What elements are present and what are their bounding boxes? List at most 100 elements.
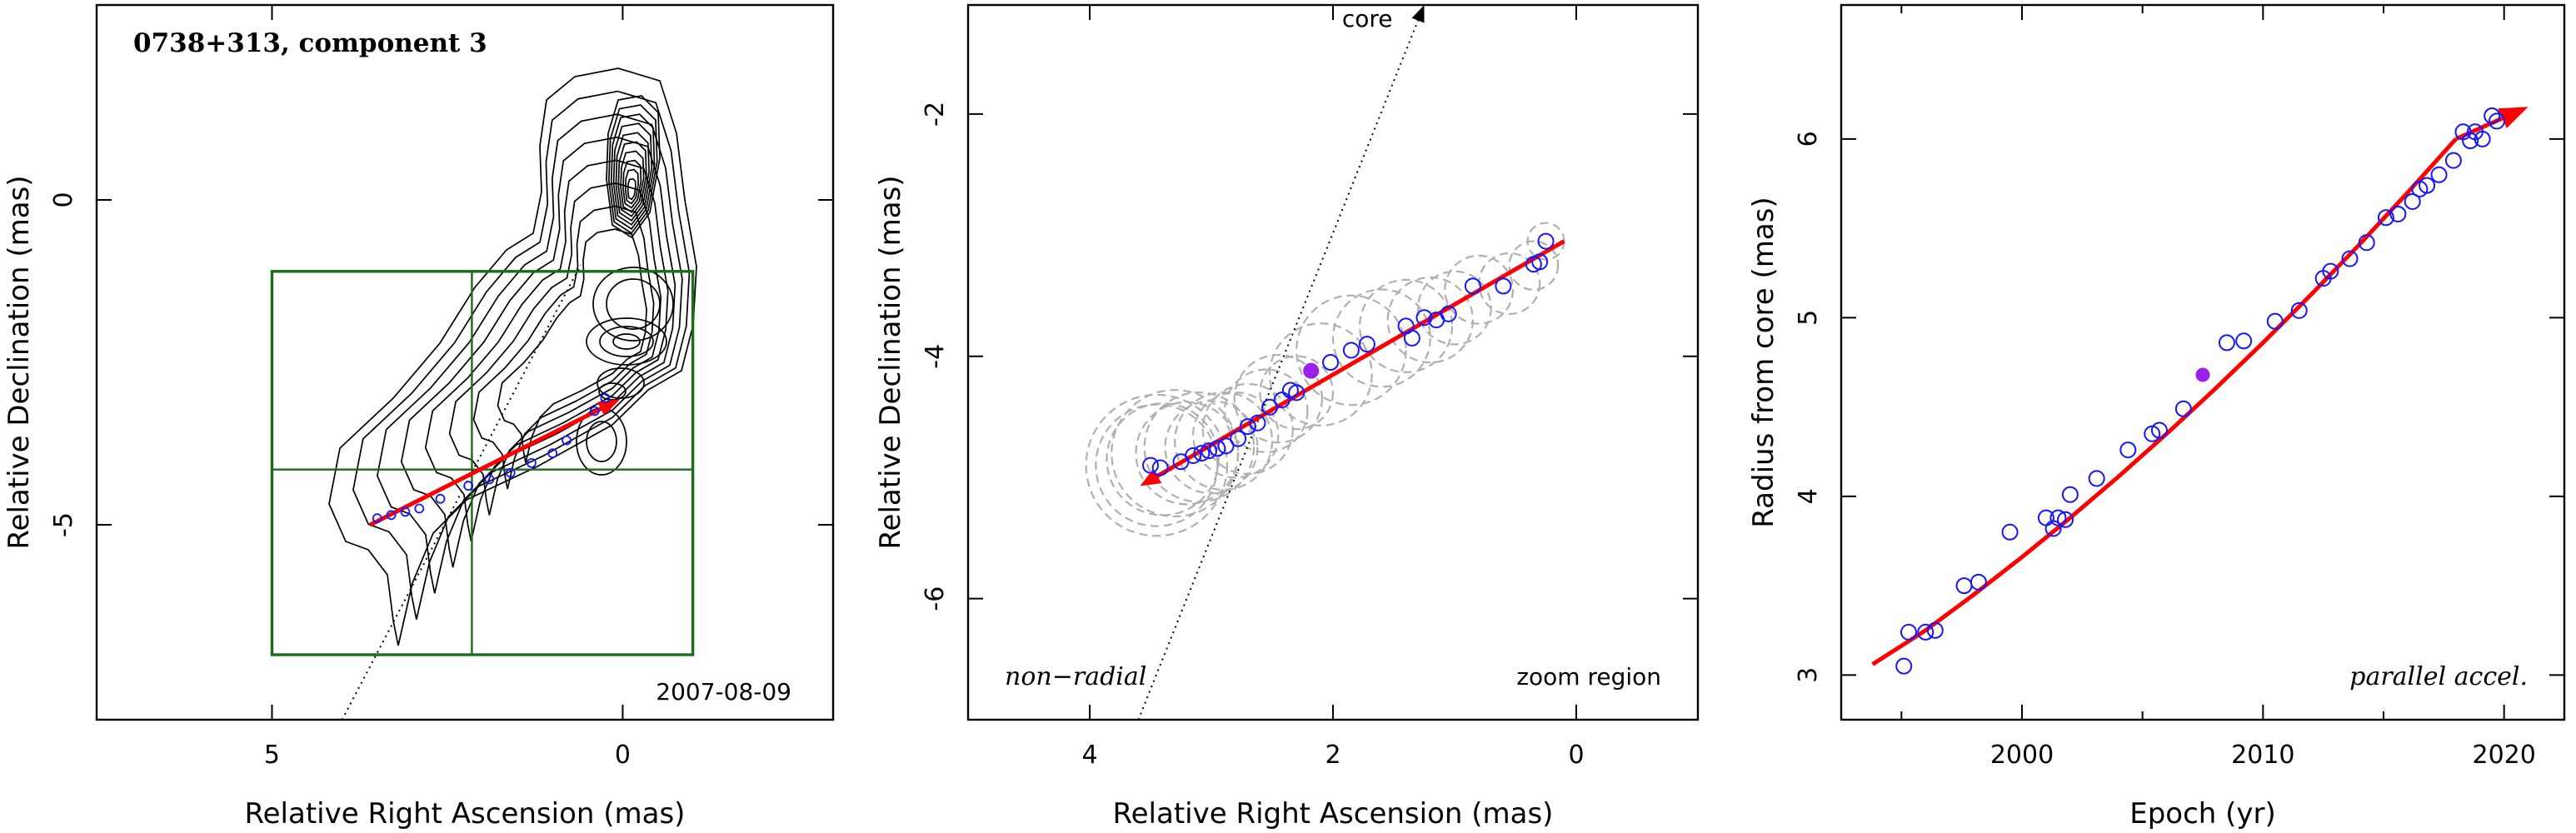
component-point — [435, 493, 446, 504]
contour-level — [424, 159, 669, 541]
component-point — [1151, 459, 1169, 476]
x-axis-label: Relative Right Ascension (mas) — [245, 797, 686, 831]
fit-arrow-head — [2498, 107, 2529, 128]
radius-point — [2061, 486, 2079, 503]
contour-level — [497, 228, 647, 463]
component-point — [1288, 384, 1305, 402]
y-tick-label: -2 — [921, 102, 950, 127]
radius-point — [1969, 573, 1987, 591]
component-point — [1249, 414, 1266, 431]
y-axis-label: Relative Declination (mas) — [874, 175, 907, 549]
component-point — [1209, 440, 1226, 457]
component-point — [414, 503, 425, 514]
contour-level — [606, 95, 661, 239]
epoch-label: 2007-08-09 — [656, 678, 791, 706]
radius-point — [2474, 130, 2491, 147]
y-tick-label: 5 — [1794, 310, 1823, 326]
core-direction-arrow-head — [1411, 5, 1425, 23]
component-point — [1193, 445, 1211, 462]
component-size-circle — [1191, 392, 1280, 479]
component-point — [1464, 277, 1481, 295]
component-size-circle — [1386, 276, 1475, 364]
zoom-region-box — [270, 270, 695, 656]
component-size-circle — [1085, 393, 1229, 537]
radius-point — [1926, 621, 1944, 639]
contour-level — [352, 90, 691, 620]
component-size-circle — [1106, 402, 1220, 516]
component-point — [1342, 342, 1360, 359]
component-point — [1358, 336, 1375, 353]
radius-point — [2389, 205, 2407, 222]
radius-point — [2462, 132, 2479, 150]
component-size-circle — [1143, 391, 1256, 503]
component-point — [1495, 277, 1512, 295]
zoom-region-label: zoom region — [1516, 663, 1661, 691]
component-point — [547, 448, 558, 459]
component-point — [562, 435, 572, 446]
contour-level — [627, 177, 637, 201]
component-point — [1531, 253, 1549, 271]
contour-level — [400, 136, 676, 568]
component-size-circle — [1259, 355, 1335, 431]
radius-point — [2088, 470, 2105, 487]
y-axis-label: Radius from core (mas) — [1747, 197, 1780, 527]
y-tick-label: 4 — [1794, 488, 1823, 504]
component-point — [1239, 418, 1256, 436]
contour-level — [328, 67, 697, 646]
component-point — [1261, 398, 1279, 416]
component-point — [1230, 430, 1247, 447]
parallel-accel-label: parallel accel. — [2349, 662, 2528, 691]
contour-level — [620, 150, 645, 213]
x-axis-label: Epoch (yr) — [2129, 797, 2276, 831]
component-point — [1142, 456, 1159, 474]
contour-level — [617, 141, 647, 217]
component-point — [600, 392, 611, 403]
component-point — [1273, 392, 1290, 409]
x-tick-label: 0 — [615, 741, 631, 770]
radius-point — [2049, 509, 2067, 526]
radius-point — [2001, 523, 2019, 541]
radius-point — [2235, 332, 2253, 350]
plot-frame — [95, 3, 835, 721]
y-tick-label: 6 — [1794, 131, 1823, 147]
component-point — [527, 458, 537, 468]
component-point — [400, 506, 411, 517]
y-tick-label: -6 — [921, 586, 950, 611]
component-point — [1322, 354, 1340, 371]
contour-level — [612, 122, 653, 226]
contour-level — [598, 382, 627, 401]
contour-level — [472, 205, 655, 490]
radius-point — [2174, 400, 2192, 417]
x-tick-label: 5 — [264, 741, 280, 770]
contour-level — [448, 182, 662, 516]
component-size-circle — [1223, 368, 1309, 453]
radius-point — [2358, 234, 2375, 252]
x-tick-label: 4 — [1081, 741, 1097, 770]
contour-level — [615, 132, 650, 222]
x-axis-label: Relative Right Ascension (mas) — [1113, 797, 1554, 831]
y-tick-label: -4 — [921, 344, 950, 369]
component-size-circle — [1359, 278, 1454, 373]
component-size-circle — [1331, 288, 1431, 388]
contour-level — [612, 333, 641, 350]
contour-level — [586, 317, 667, 366]
component-size-circle — [1295, 294, 1407, 407]
radius-point — [2218, 334, 2235, 352]
radius-point — [2150, 421, 2168, 439]
component-point — [589, 406, 600, 416]
fit-arrow-line — [369, 399, 617, 527]
non-radial-label: non−radial — [1005, 662, 1146, 691]
component-point — [372, 513, 382, 524]
component-size-circle — [1508, 240, 1560, 291]
fit-arrow-head — [1140, 468, 1162, 486]
component-size-circle — [1478, 252, 1541, 316]
y-axis-label: Relative Declination (mas) — [2, 175, 36, 549]
radius-point — [1917, 623, 1934, 641]
highlighted-epoch-point — [2195, 367, 2210, 382]
contour-level — [599, 326, 654, 357]
component-point — [1537, 232, 1555, 250]
contour-level — [586, 421, 617, 462]
component-size-circle — [1444, 254, 1515, 325]
component-point — [1185, 446, 1202, 464]
